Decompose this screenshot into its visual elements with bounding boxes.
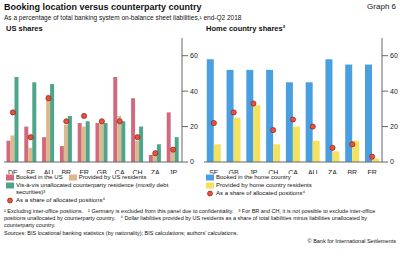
- svg-text:0: 0: [190, 158, 194, 165]
- svg-text:20: 20: [190, 123, 198, 130]
- svg-text:JP: JP: [169, 169, 178, 174]
- svg-text:40: 40: [390, 88, 392, 95]
- svg-text:ZA: ZA: [151, 169, 160, 174]
- html-text:⁴ Dollar liabilities provided: ⁴ Dollar liabilities provided by US resi…: [4, 215, 368, 228]
- html-text:Home country shares²: Home country shares²: [206, 24, 286, 33]
- svg-text:0: 0: [390, 158, 392, 165]
- svg-text:60: 60: [390, 52, 392, 59]
- html-text:As a percentage of total banki: As a percentage of total banking system …: [4, 14, 242, 21]
- svg-text:20: 20: [390, 123, 392, 130]
- svg-text:SE: SE: [209, 169, 219, 174]
- svg-text:CH: CH: [132, 169, 142, 174]
- html-text:Provided by US residents: Provided by US residents: [78, 174, 147, 180]
- svg-text:SE: SE: [26, 169, 36, 174]
- html-text:³ For BR and CH, it is not pos: ³ For BR and CH, it is not possible to e…: [4, 208, 376, 221]
- svg-text:FR: FR: [367, 169, 376, 174]
- svg-text:60: 60: [190, 52, 198, 59]
- svg-text:CA: CA: [288, 169, 298, 174]
- svg-text:BR: BR: [347, 169, 357, 174]
- html-text:© Bank for International Settl: © Bank for International Settlements: [307, 238, 396, 244]
- svg-text:JP: JP: [249, 169, 258, 174]
- svg-text:DE: DE: [8, 169, 18, 174]
- html-text:Booked in the home country: Booked in the home country: [216, 174, 291, 180]
- html-text:Booked in the US: Booked in the US: [16, 174, 63, 180]
- svg-text:GB: GB: [97, 169, 107, 174]
- html-text:Provided by home country resid: Provided by home country residents: [216, 182, 312, 188]
- svg-text:CH: CH: [268, 169, 278, 174]
- html-text:Booking location versus counte: Booking location versus counterparty cou…: [4, 2, 202, 12]
- svg-text:BR: BR: [61, 169, 71, 174]
- svg-text:40: 40: [190, 88, 198, 95]
- html-text:² Germany is excluded from thi: ² Germany is excluded from this panel du…: [88, 208, 234, 214]
- html-text:As a share of allocated positi: As a share of allocated positions⁴: [216, 190, 305, 196]
- svg-text:GB: GB: [229, 169, 239, 174]
- html-text:As a share of allocated positi: As a share of allocated positions⁴: [16, 197, 105, 203]
- svg-text:ZA: ZA: [328, 169, 337, 174]
- html-text:Sources: BIS locational bankin: Sources: BIS locational banking statisti…: [4, 230, 238, 236]
- svg-text:AU: AU: [44, 169, 54, 174]
- html-text:Vis-à-vis unallocated counterp: Vis-à-vis unallocated counterparty resid…: [16, 182, 169, 195]
- html-text:¹ Excluding inter-office posit: ¹ Excluding inter-office positions.: [4, 208, 84, 214]
- html-text:US shares: US shares: [6, 24, 43, 33]
- svg-text:CA: CA: [115, 169, 125, 174]
- svg-text:AU: AU: [308, 169, 318, 174]
- html-text:Graph 6: Graph 6: [367, 2, 396, 11]
- svg-text:FR: FR: [79, 169, 88, 174]
